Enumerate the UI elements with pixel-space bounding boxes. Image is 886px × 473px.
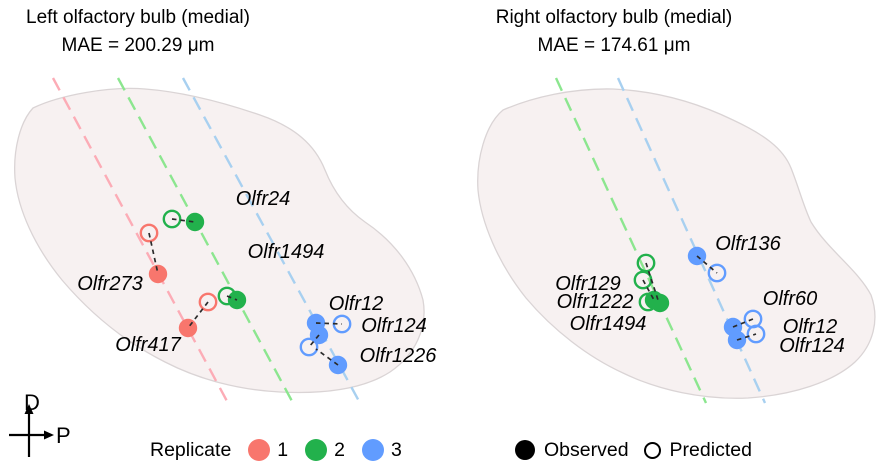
predicted-point-replicate-3 bbox=[746, 324, 766, 344]
left-bulb-plot: Olfr24Olfr1494Olfr273Olfr417Olfr12Olfr12… bbox=[14, 77, 438, 404]
observed-point-replicate-2 bbox=[185, 212, 205, 232]
observed-predicted-connector bbox=[732, 318, 754, 328]
observed-label: Observed bbox=[544, 438, 629, 461]
observed-point-replicate-2 bbox=[650, 293, 670, 313]
gene-label: Olfr417 bbox=[115, 334, 181, 356]
predicted-point-replicate-1 bbox=[139, 223, 159, 243]
posterior-axis-label: P bbox=[56, 423, 71, 448]
gene-label: Olfr136 bbox=[715, 233, 781, 255]
replicate-1-dot-icon bbox=[248, 439, 271, 461]
orientation-axes: D P bbox=[9, 392, 71, 457]
predicted-label: Predicted bbox=[669, 438, 752, 461]
left-panel-title: Left olfactory bulb (medial) MAE = 200.2… bbox=[5, 4, 271, 59]
gene-label: Olfr124 bbox=[361, 315, 427, 337]
predicted-point-replicate-3 bbox=[299, 337, 319, 357]
marker-legend: Observed Predicted bbox=[515, 436, 752, 464]
observed-predicted-connector bbox=[315, 322, 343, 325]
observed-predicted-connector bbox=[171, 218, 196, 223]
replicate-3-zone-line bbox=[181, 77, 362, 404]
predicted-open-circle-icon bbox=[643, 441, 661, 459]
replicate-3-dot-icon bbox=[362, 439, 385, 461]
right-arrowhead-icon bbox=[44, 430, 54, 440]
gene-label: Olfr1222 bbox=[557, 291, 634, 313]
replicate-2-dot-icon bbox=[305, 439, 328, 461]
gene-label: Olfr1494 bbox=[570, 313, 647, 335]
predicted-point-replicate-1 bbox=[198, 292, 218, 312]
replicate-2-zone-line bbox=[116, 77, 295, 404]
predicted-legend-item: Predicted bbox=[643, 438, 752, 462]
gene-label: Olfr60 bbox=[763, 288, 817, 310]
replicate-2-zone-line bbox=[554, 77, 708, 404]
dorsal-axis-label: D bbox=[24, 392, 40, 415]
observed-predicted-connector bbox=[645, 262, 660, 304]
right-panel-mae-text: MAE = 174.61 μm bbox=[537, 34, 691, 56]
observed-legend-item: Observed bbox=[515, 439, 629, 462]
replicate-legend-title: Replicate bbox=[150, 438, 232, 461]
gene-label: Olfr124 bbox=[779, 335, 845, 357]
left-panel-title-text: Left olfactory bulb (medial) bbox=[26, 7, 250, 28]
observed-predicted-connector bbox=[308, 334, 320, 348]
replicate-1-zone-line bbox=[51, 77, 230, 404]
gene-label: Olfr129 bbox=[555, 273, 621, 295]
gene-label: Olfr12 bbox=[329, 293, 383, 315]
observed-point-replicate-1 bbox=[148, 264, 168, 284]
observed-predicted-connector bbox=[148, 232, 159, 275]
right-panel-title: Right olfactory bulb (medial) MAE = 174.… bbox=[474, 4, 754, 59]
replicate-1-label: 1 bbox=[277, 438, 289, 461]
replicate-3-legend-item: 3 bbox=[362, 439, 402, 462]
observed-point-replicate-3 bbox=[727, 330, 747, 350]
gene-label: Olfr273 bbox=[77, 273, 143, 295]
left-panel-mae-text: MAE = 200.29 μm bbox=[61, 34, 215, 56]
observed-predicted-connector bbox=[696, 255, 718, 274]
observed-predicted-connector bbox=[642, 279, 655, 301]
replicate-legend: Replicate 1 2 3 bbox=[150, 436, 402, 464]
gene-label: Olfr1226 bbox=[360, 345, 438, 367]
observed-predicted-connector bbox=[736, 333, 757, 341]
replicate-2-label: 2 bbox=[334, 438, 346, 461]
predicted-point-replicate-2 bbox=[162, 209, 182, 229]
gene-label: Olfr12 bbox=[783, 316, 837, 338]
bulb-outline bbox=[477, 88, 876, 399]
right-panel-title-text: Right olfactory bulb (medial) bbox=[495, 7, 733, 28]
replicate-3-label: 3 bbox=[391, 438, 402, 461]
predicted-point-replicate-3 bbox=[707, 263, 727, 283]
replicate-3-zone-line bbox=[616, 77, 767, 404]
up-arrowhead-icon bbox=[24, 404, 34, 414]
replicate-2-legend-item: 2 bbox=[305, 439, 345, 462]
gene-label: Olfr1494 bbox=[248, 241, 325, 263]
observed-predicted-connector bbox=[187, 301, 209, 329]
observed-filled-circle-icon bbox=[515, 440, 535, 460]
gene-label: Olfr24 bbox=[236, 188, 290, 210]
observed-predicted-connector bbox=[226, 295, 238, 301]
replicate-1-legend-item: 1 bbox=[248, 439, 288, 462]
